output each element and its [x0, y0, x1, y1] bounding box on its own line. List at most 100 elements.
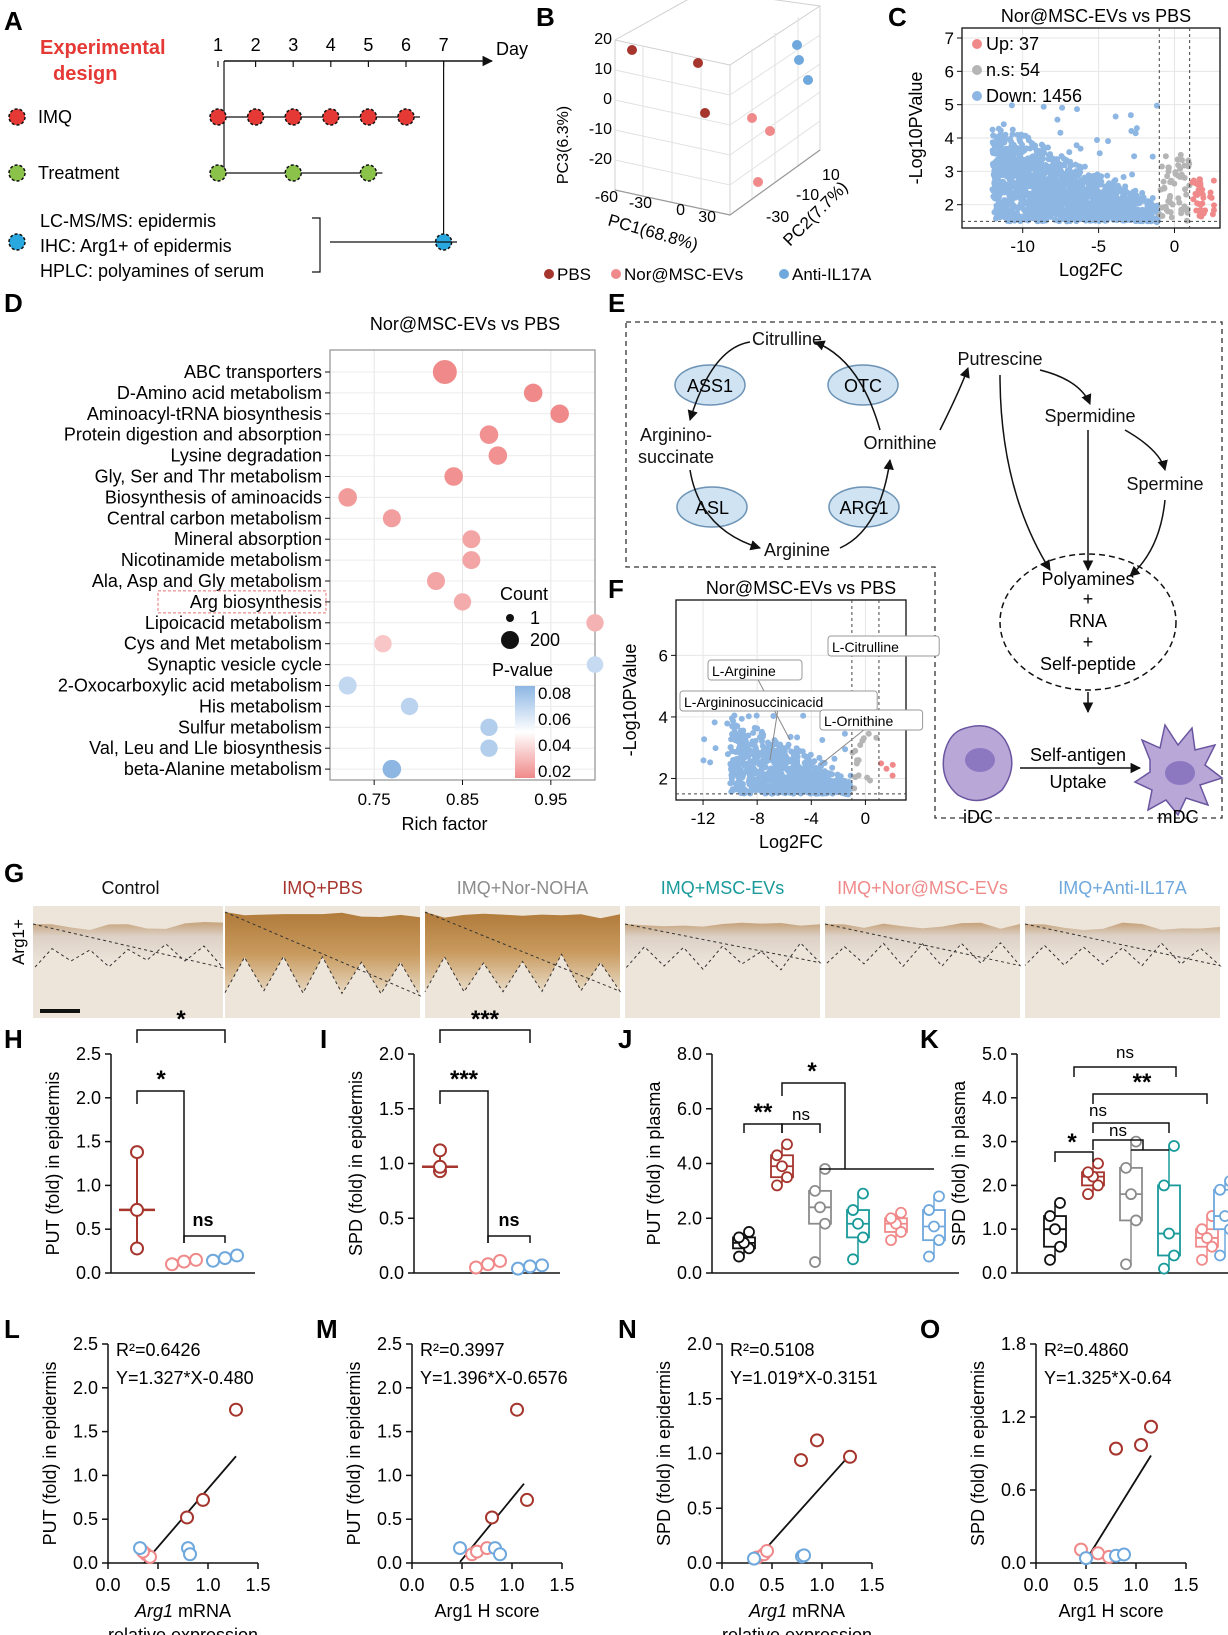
- metabolite-citrulline: Citrulline: [752, 329, 822, 349]
- pc2-tick: -30: [766, 209, 789, 226]
- volcano-point-down: [1101, 217, 1108, 224]
- volcano-point-down: [1000, 121, 1007, 128]
- row-marker-icon: [8, 164, 26, 182]
- pca-point-nor: [765, 126, 775, 136]
- bubble: [480, 718, 498, 736]
- pc1-tick: 30: [698, 209, 716, 226]
- data-point: [206, 1253, 220, 1268]
- panels-h-k: 0.0 0.5 1.0 1.5 2.0 2.5 PUT (fold) in epidermi…: [43, 1006, 1228, 1283]
- epidermis-outline: [624, 923, 822, 971]
- volcano-point-down: [804, 767, 811, 774]
- x-tick-label: 1.5: [245, 1575, 270, 1595]
- legend-swatch-pbs: [544, 269, 554, 279]
- data-point: [1196, 1253, 1208, 1266]
- annotation-box: [707, 659, 803, 681]
- volcano-point-down: [758, 758, 765, 765]
- pc3-tick: 10: [594, 61, 612, 78]
- x-tick-label: 0.5: [145, 1575, 170, 1595]
- annotation-leader: [819, 723, 872, 766]
- pc3-tick: 20: [594, 31, 612, 48]
- volcano-point-ns: [1167, 192, 1174, 199]
- day-tick-label: 3: [288, 35, 298, 55]
- significance-bracket: [781, 1123, 821, 1133]
- x-tick-label: 1.0: [195, 1575, 220, 1595]
- volcano-point-down: [809, 774, 816, 781]
- volcano-point-down: [732, 748, 739, 755]
- volcano-point-down: [790, 762, 797, 769]
- volcano-point-down: [751, 724, 758, 731]
- correlation-O: 0.0 0.6 1.2 1.8 SPD (fold) in epidermis 0.0 0.…: [968, 1334, 1199, 1621]
- significance-bracket: [1054, 1151, 1094, 1162]
- pathway-frame: [625, 321, 1223, 819]
- volcano-point-down: [1149, 207, 1156, 214]
- volcano-point-down: [1078, 184, 1085, 191]
- panel-a-experimental-design: Experimental design Day 1 2 3 4 5 6 7 IMQ Treat…: [8, 35, 528, 281]
- pca-legend: PBS Nor@MSC-EVs Anti-IL17A: [544, 265, 872, 284]
- pca-point-pbs: [693, 58, 703, 68]
- volcano-point-ns: [852, 774, 859, 781]
- volcano-point-down: [1003, 168, 1010, 175]
- volcano-point-down: [1007, 145, 1014, 152]
- legend-swatch-anti: [779, 269, 789, 279]
- significance-label: *: [156, 1066, 166, 1093]
- y-tick-label: 1.0: [379, 1154, 404, 1174]
- category-label: Gly, Ser and Thr metabolism: [95, 467, 322, 487]
- volcano-point-down: [992, 159, 999, 166]
- pca-point-anti: [792, 40, 802, 50]
- volcano-point-down: [752, 743, 759, 750]
- y-tick-label: 8.0: [677, 1044, 702, 1064]
- volcano-point-ns: [1168, 214, 1175, 221]
- y-axis-label: PUT (fold) in epidermis: [344, 1362, 364, 1546]
- volcano-point-down: [1089, 206, 1096, 213]
- volcano-point-up: [1210, 202, 1217, 209]
- complex-polyamines: Polyamines: [1041, 569, 1134, 589]
- volcano-point-down: [1090, 215, 1097, 222]
- y-tick-label: 0.0: [677, 1263, 702, 1283]
- count-legend-title: Count: [500, 584, 548, 604]
- p-legend-tick: 0.08: [538, 684, 571, 703]
- volcano-point-down: [724, 751, 731, 758]
- y-tick-label: 1.5: [687, 1389, 712, 1409]
- data-point: [1134, 1437, 1148, 1452]
- y-tick-label: 4: [945, 129, 954, 148]
- volcano-point-down: [740, 755, 747, 762]
- volcano-point-down: [1112, 113, 1119, 120]
- significance-bracket: [781, 1082, 934, 1170]
- volcano-point-down: [1104, 172, 1111, 179]
- volcano-point-down: [1060, 183, 1067, 190]
- volcano-point-down: [834, 781, 841, 788]
- legend-swatch: [972, 91, 982, 101]
- data-point: [523, 1259, 537, 1274]
- ihc-row-label: Arg1+: [9, 919, 28, 965]
- legend-label: Up: 37: [986, 34, 1039, 54]
- significance-label: ***: [450, 1066, 479, 1093]
- volcano-point-ns: [1160, 178, 1167, 185]
- r-squared: R²=0.3997: [420, 1340, 505, 1360]
- y-tick-label: 1.0: [687, 1444, 712, 1464]
- volcano-point-down: [992, 173, 999, 180]
- volcano-point-down: [781, 761, 788, 768]
- r-squared: R²=0.6426: [116, 1340, 201, 1360]
- volcano-point-down: [1082, 194, 1089, 201]
- x-tick-label: -4: [804, 809, 819, 828]
- x-tick-label: 0.0: [1023, 1575, 1048, 1595]
- correlation-N: 0.0 0.5 1.0 1.5 2.0 SPD (fold) in epidermis 0.…: [654, 1334, 885, 1635]
- volcano-point-ns: [1174, 156, 1181, 163]
- volcano-point-down: [994, 166, 1001, 173]
- complex-rna: RNA: [1069, 611, 1107, 631]
- x-tick-label: 0.0: [95, 1575, 120, 1595]
- volcano-point-down: [1020, 174, 1027, 181]
- volcano-point-down: [1100, 202, 1107, 209]
- volcano-point-down: [793, 777, 800, 784]
- data-point: [433, 1159, 447, 1174]
- x-tick-label: 1.0: [499, 1575, 524, 1595]
- complex-plus-1: +: [1083, 589, 1094, 609]
- volcano-point-down: [770, 712, 777, 719]
- volcano-point-down: [747, 764, 754, 771]
- data-point: [485, 1510, 499, 1525]
- volcano-point-down: [1022, 187, 1029, 194]
- x-tick-label: 0.0: [399, 1575, 424, 1595]
- volcano-point-down: [1040, 155, 1047, 162]
- volcano-point-ns: [857, 742, 864, 749]
- data-point: [1079, 1551, 1093, 1566]
